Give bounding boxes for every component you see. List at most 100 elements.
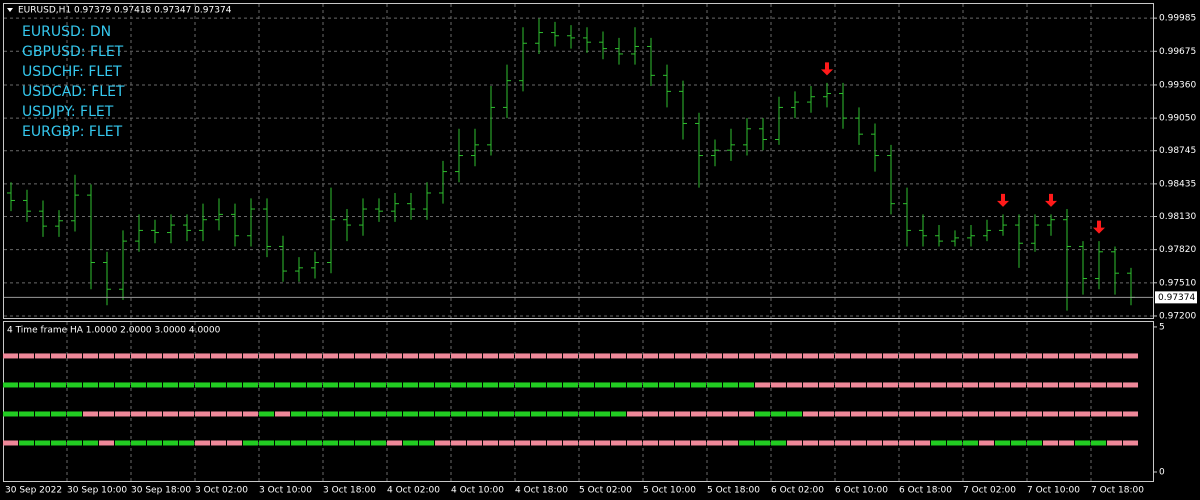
state-dot — [1011, 440, 1026, 446]
state-dot — [883, 353, 898, 359]
state-dot — [307, 353, 322, 359]
state-dot — [931, 411, 946, 417]
state-dot — [1107, 411, 1122, 417]
state-dot — [835, 353, 850, 359]
state-dot — [595, 411, 610, 417]
state-dot — [259, 440, 274, 446]
state-dot — [419, 440, 434, 446]
state-dot — [915, 353, 930, 359]
state-dot — [67, 411, 82, 417]
state-dot — [867, 353, 882, 359]
state-dot — [931, 440, 946, 446]
state-dot — [691, 382, 706, 388]
indicator-title: 4 Time frame HA 1.0000 2.0000 3.0000 4.0… — [7, 326, 221, 336]
state-dot — [435, 382, 450, 388]
state-dot — [467, 440, 482, 446]
state-dot — [739, 440, 754, 446]
state-dot — [419, 353, 434, 359]
state-dot — [115, 411, 130, 417]
signal-annotation: EURGBP: FLET — [22, 124, 123, 140]
state-dot — [131, 440, 146, 446]
state-dot — [675, 353, 690, 359]
state-dot — [707, 411, 722, 417]
state-dot — [1075, 411, 1090, 417]
state-dot — [547, 440, 562, 446]
state-dot — [115, 382, 130, 388]
x-tick-label: 5 Oct 10:00 — [643, 486, 696, 496]
state-dot — [643, 382, 658, 388]
state-dot — [963, 411, 978, 417]
x-tick-label: 7 Oct 18:00 — [1091, 486, 1144, 496]
state-dot — [83, 382, 98, 388]
state-dot — [355, 382, 370, 388]
state-dot — [499, 382, 514, 388]
state-dot — [195, 440, 210, 446]
x-tick-label: 30 Sep 18:00 — [131, 486, 191, 496]
state-dot — [627, 382, 642, 388]
state-dot — [355, 440, 370, 446]
state-dot — [515, 411, 530, 417]
state-dot — [211, 440, 226, 446]
state-dot — [483, 440, 498, 446]
state-dot — [451, 382, 466, 388]
state-dot — [163, 353, 178, 359]
state-dot — [179, 353, 194, 359]
state-dot — [1091, 353, 1106, 359]
state-dot — [275, 382, 290, 388]
state-dot — [771, 440, 786, 446]
symbol-header: EURUSD,H1 0.97379 0.97418 0.97347 0.9737… — [18, 6, 232, 16]
state-dot — [579, 382, 594, 388]
state-dot — [339, 411, 354, 417]
state-dot — [1123, 440, 1138, 446]
state-dot — [275, 411, 290, 417]
state-dot — [67, 382, 82, 388]
state-dot — [931, 382, 946, 388]
state-dot — [643, 440, 658, 446]
state-dot — [595, 440, 610, 446]
state-dot — [691, 440, 706, 446]
sell-arrow — [1093, 220, 1105, 234]
state-dot — [563, 353, 578, 359]
state-dot — [563, 382, 578, 388]
x-tick-label: 7 Oct 10:00 — [1027, 486, 1080, 496]
state-dot — [899, 382, 914, 388]
state-dot — [435, 411, 450, 417]
state-dot — [131, 411, 146, 417]
x-tick-label: 4 Oct 18:00 — [515, 486, 568, 496]
state-dot — [99, 411, 114, 417]
state-dot — [83, 440, 98, 446]
menu-triangle[interactable] — [7, 8, 13, 12]
state-dot — [819, 411, 834, 417]
state-dot — [1059, 353, 1074, 359]
state-dot — [3, 353, 18, 359]
state-dot — [803, 353, 818, 359]
state-dot — [515, 440, 530, 446]
state-dot — [979, 382, 994, 388]
state-dot — [947, 411, 962, 417]
state-dot — [851, 382, 866, 388]
x-tick-label: 6 Oct 02:00 — [771, 486, 824, 496]
state-dot — [291, 440, 306, 446]
state-dot — [387, 411, 402, 417]
state-dot — [947, 353, 962, 359]
state-dot — [259, 382, 274, 388]
state-dot — [323, 411, 338, 417]
state-dot — [915, 411, 930, 417]
state-dot — [995, 411, 1010, 417]
state-dot — [867, 411, 882, 417]
state-dot — [179, 382, 194, 388]
state-dot — [499, 353, 514, 359]
state-dot — [883, 440, 898, 446]
state-dot — [99, 353, 114, 359]
state-dot — [755, 411, 770, 417]
state-dot — [419, 382, 434, 388]
state-dot — [163, 382, 178, 388]
state-dot — [883, 382, 898, 388]
state-dot — [979, 411, 994, 417]
state-dot — [19, 411, 34, 417]
state-dot — [899, 353, 914, 359]
state-dot — [531, 382, 546, 388]
state-dot — [1091, 440, 1106, 446]
state-dot — [3, 411, 18, 417]
signal-annotation: USDJPY: FLET — [22, 104, 114, 120]
